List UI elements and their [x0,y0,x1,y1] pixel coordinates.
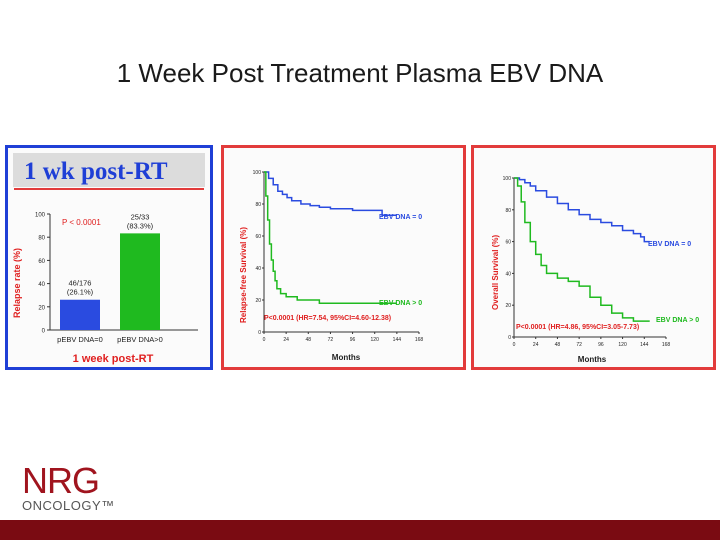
os-x-tick-label: 96 [598,342,604,348]
os-legend-ebv-positive: EBV DNA > 0 [656,317,699,324]
rfs-y-axis-label: Relapse-free Survival (%) [239,227,248,323]
rfs-series-ebv-positive [264,171,397,304]
bar-data-label: 25/33 [131,212,150,221]
os-series-ebv-zero [514,177,650,243]
banner-underline [14,188,204,190]
footer-bar [0,520,720,540]
bar-y-tick-label: 20 [38,305,45,311]
rfs-axis: 0 20 40 60 80 100 0 24 48 72 96 120 144 168 [253,170,424,343]
bar-axis: 0 20 40 60 80 100 [35,213,198,335]
rfs-y-tick-label: 0 [258,330,261,336]
os-x-tick-label: 120 [618,342,627,348]
relapse-free-survival-chart: Relapse-free Survival (%) 0 20 40 60 80 100 0 2… [221,145,466,370]
bar-chart-svg: 1 wk post-RT Relapse rate (%) P < 0.0001… [12,153,205,365]
bar-y-axis-label: Relapse rate (%) [12,248,22,318]
bar-category-label: pEBV DNA>0 [117,335,163,344]
banner-background [13,153,205,187]
bar-data-label: (83.3%) [127,221,154,230]
bar-data-label: 46/176 [69,279,92,288]
rfs-chart-svg: Relapse-free Survival (%) 0 20 40 60 80 100 0 2… [239,170,424,362]
rfs-x-tick-label: 0 [263,337,266,343]
os-y-tick-label: 80 [505,208,511,214]
rfs-x-tick-label: 168 [415,337,424,343]
os-chart-svg: Overall Survival (%) 0 20 40 60 80 100 0 24 48 72… [491,176,699,364]
bar-marks: 46/176(26.1%) pEBV DNA=0 25/33(83.3%) pEBV … [57,212,163,344]
bar-p-value: P < 0.0001 [62,218,101,227]
os-x-tick-label: 48 [555,342,561,348]
bar-data-label: (26.1%) [67,288,94,297]
rfs-x-axis-label: Months [332,353,361,362]
rfs-x-tick-label: 144 [393,337,402,343]
os-y-tick-label: 20 [505,303,511,309]
os-annotation: P<0.0001 (HR=4.86, 95%CI=3.05-7.73) [516,324,639,331]
bar-y-tick-label: 100 [35,213,46,219]
os-y-tick-label: 40 [505,271,511,277]
os-x-tick-label: 168 [662,342,671,348]
bar-2 [120,233,160,330]
os-y-axis-label: Overall Survival (%) [491,235,500,310]
os-x-tick-label: 0 [513,342,516,348]
rfs-y-tick-label: 100 [253,170,262,176]
rfs-y-tick-label: 20 [255,298,261,304]
rfs-series-ebv-zero [264,171,397,216]
rfs-y-tick-label: 60 [255,234,261,240]
rfs-y-tick-label: 40 [255,266,261,272]
logo-subtitle: ONCOLOGY™ [22,498,115,513]
logo-wordmark: NRG [22,460,100,501]
os-y-tick-label: 100 [503,176,512,182]
bar-y-tick-label: 60 [38,259,45,265]
slide-title: 1 Week Post Treatment Plasma EBV DNA [116,58,604,88]
bar-x-axis-title: 1 week post-RT [73,353,154,365]
os-series-ebv-positive [514,177,650,322]
rfs-x-tick-label: 72 [328,337,334,343]
bar-y-tick-label: 0 [42,329,46,335]
rfs-y-tick-label: 80 [255,202,261,208]
rfs-x-tick-label: 120 [371,337,380,343]
overall-survival-chart: Overall Survival (%) 0 20 40 60 80 100 0 24 48 72… [471,145,716,370]
rfs-legend-ebv-positive: EBV DNA > 0 [379,300,422,307]
relapse-rate-bar-chart: 1 wk post-RT Relapse rate (%) P < 0.0001… [5,145,213,370]
os-x-axis-label: Months [578,355,607,364]
os-axis: 0 20 40 60 80 100 0 24 48 72 96 120 144 168 [503,176,671,348]
rfs-x-tick-label: 48 [306,337,312,343]
bar-y-tick-label: 80 [38,236,45,242]
rfs-x-tick-label: 24 [283,337,289,343]
rfs-lines [264,171,397,304]
os-x-tick-label: 72 [576,342,582,348]
os-lines [514,177,650,322]
rfs-legend-ebv-zero: EBV DNA = 0 [379,214,422,221]
os-legend-ebv-zero: EBV DNA = 0 [648,241,691,248]
bar-category-label: pEBV DNA=0 [57,335,103,344]
nrg-oncology-logo: NRG ONCOLOGY™ [22,460,115,514]
os-x-tick-label: 24 [533,342,539,348]
os-x-tick-label: 144 [640,342,649,348]
bar-y-tick-label: 40 [38,282,45,288]
rfs-annotation: P<0.0001 (HR=7.54, 95%CI=4.60-12.38) [264,315,391,322]
banner-title: 1 wk post-RT [24,158,168,185]
bar-1 [60,299,100,330]
os-y-tick-label: 0 [508,335,511,341]
os-y-tick-label: 60 [505,240,511,246]
rfs-x-tick-label: 96 [350,337,356,343]
